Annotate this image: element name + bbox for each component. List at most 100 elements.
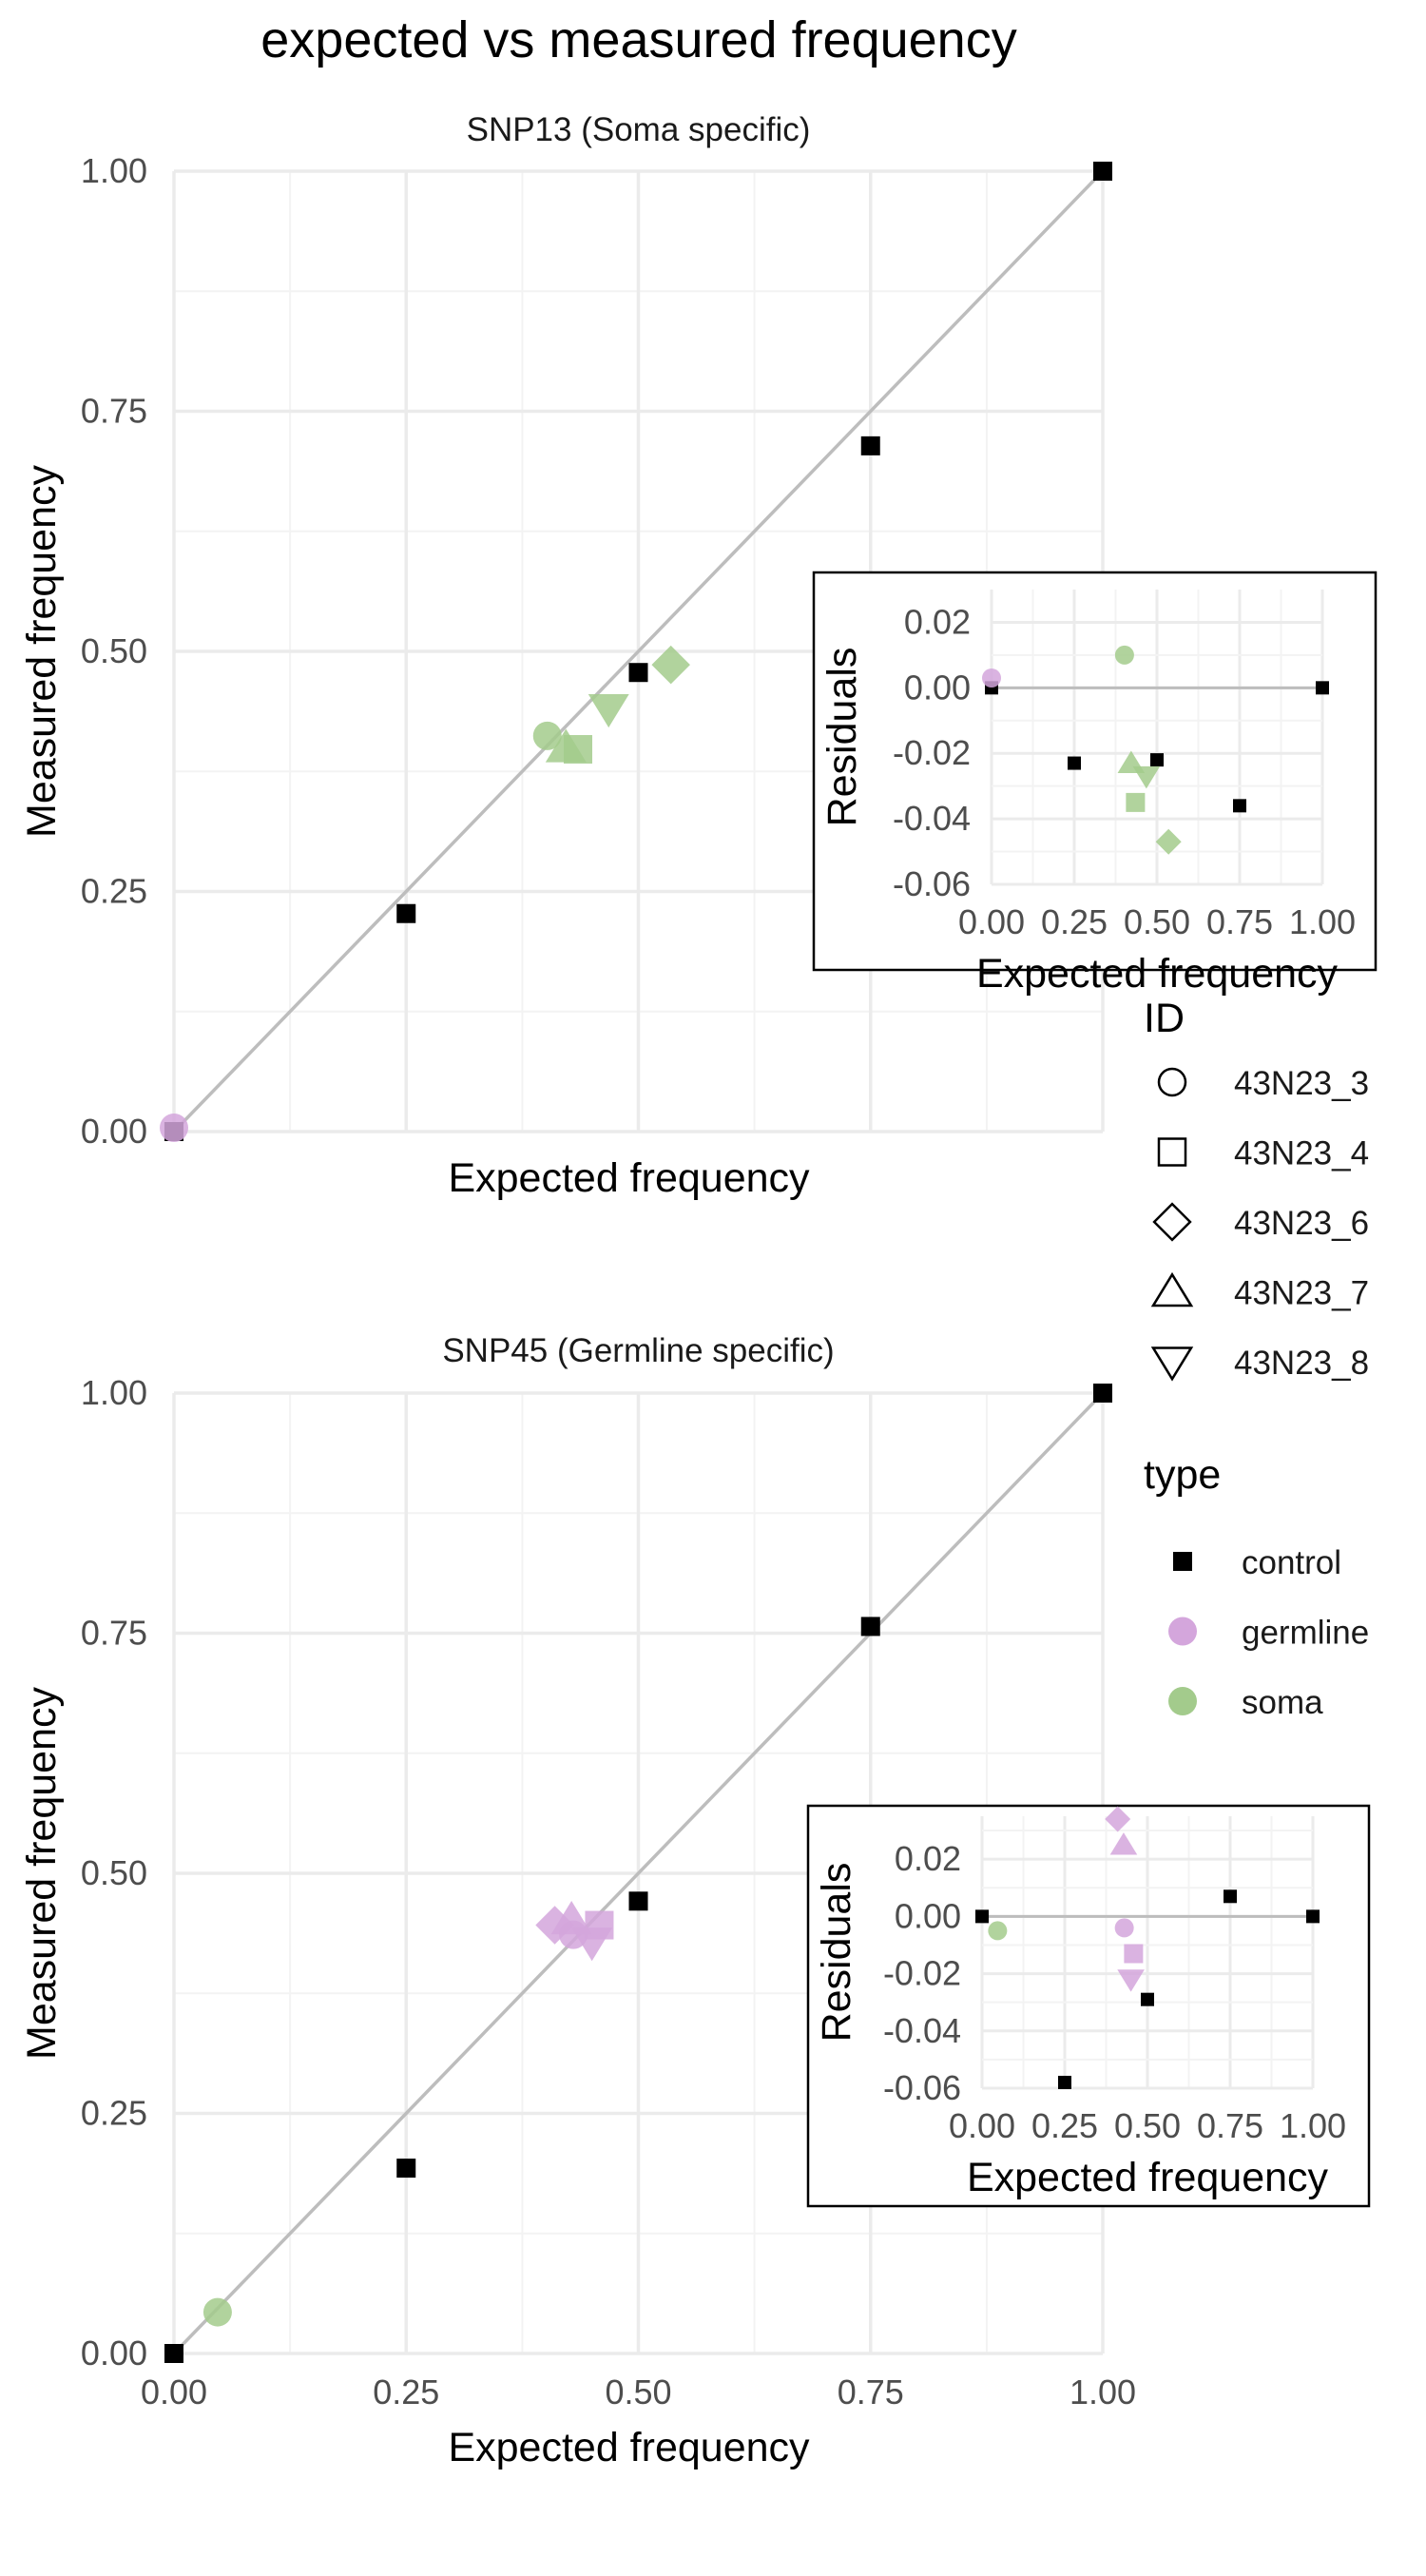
data-point-control: [628, 663, 648, 683]
x-tick-label: 0.75: [838, 2373, 904, 2411]
legend-type-key: [1168, 1617, 1197, 1646]
facet-label: SNP13 (Soma specific): [467, 111, 811, 148]
data-point-soma: [545, 728, 587, 763]
data-point-soma: [202, 2297, 232, 2327]
inset-point-germline: [1114, 1918, 1134, 1938]
y-axis-label: Measured frequency: [19, 465, 65, 838]
legend-id-label: 43N23_7: [1234, 1275, 1369, 1312]
inset-y-tick-label: -0.02: [883, 1954, 961, 1993]
x-axis-label: Expected frequency: [448, 1155, 810, 1201]
inset-point-control: [1306, 1909, 1320, 1924]
x-tick-label: 0.00: [141, 2373, 207, 2411]
legend-id-title: ID: [1144, 996, 1185, 1041]
data-point-control: [396, 903, 416, 923]
inset-y-tick-label: -0.04: [883, 2011, 961, 2050]
legend-type-label: soma: [1242, 1684, 1323, 1721]
data-point-germline: [160, 1113, 188, 1142]
y-tick-label: 0.50: [81, 631, 147, 670]
inset-point-soma: [1126, 792, 1146, 812]
inset-x-tick-label: 0.00: [958, 902, 1025, 941]
inset-point-control: [1058, 2075, 1071, 2089]
legend-id-items: 43N23_3 43N23_4 43N23_6 43N23_7 43N23_8: [1150, 1065, 1369, 1382]
grid: [172, 1391, 1105, 2355]
inset-x-tick-label: 1.00: [1280, 2106, 1346, 2145]
x-tick-label: 1.00: [1070, 2373, 1136, 2411]
legend-type-label: control: [1242, 1544, 1341, 1581]
legend-id-key-circle: [1157, 1067, 1187, 1097]
inset-point-germline: [1117, 1969, 1145, 1992]
data-point-control: [628, 1891, 648, 1911]
inset-y-tick-label: 0.02: [904, 602, 971, 641]
y-tick-label: 0.75: [81, 1614, 147, 1653]
y-tick-label: 0.25: [81, 872, 147, 911]
inset-point-control: [1150, 753, 1164, 767]
inset-y-tick-label: -0.04: [893, 799, 971, 838]
inset-x-axis-label: Expected frequency: [976, 951, 1339, 997]
inset-residuals: 0.020.00-0.02-0.04-0.060.00 0.25 0.50 0.75 1…: [806, 1804, 1371, 2208]
points: [160, 162, 1112, 1142]
legend-id-label: 43N23_8: [1234, 1345, 1369, 1382]
inset-point-soma: [1114, 645, 1134, 665]
inset-x-tick-label: 0.25: [1041, 902, 1108, 941]
legend-id-key-diamond: [1152, 1202, 1192, 1242]
legend: ID 43N23_3 43N23_4 43N23_6 43N23_7 43N23_8 t…: [1144, 996, 1369, 1721]
inset-x-tick-label: 0.75: [1206, 902, 1273, 941]
x-axis-label: Expected frequency: [448, 2425, 810, 2470]
inset-point-germline: [1105, 1806, 1131, 1832]
legend-id-item: 43N23_8: [1150, 1345, 1369, 1382]
y-tick-label: 0.00: [81, 1112, 147, 1151]
inset-y-tick-label: -0.02: [893, 733, 971, 772]
inset-point-control: [975, 1909, 989, 1924]
data-point-germline: [550, 1900, 592, 1935]
legend-id-key-triangle-down: [1150, 1346, 1194, 1382]
inset-point-soma: [988, 1921, 1008, 1941]
y-tick-label: 0.75: [81, 392, 147, 431]
legend-id-key-square: [1157, 1137, 1187, 1167]
legend-id-item: 43N23_6: [1152, 1202, 1369, 1242]
y-tick-label: 1.00: [81, 151, 147, 190]
data-point-control: [1093, 162, 1112, 181]
inset-x-tick-label: 0.00: [949, 2106, 1015, 2145]
inset-y-tick-label: -0.06: [883, 2068, 961, 2107]
legend-id-item: 43N23_3: [1157, 1065, 1369, 1102]
data-point-control: [1093, 1384, 1112, 1403]
legend-type-title: type: [1144, 1452, 1221, 1498]
inset-x-tick-label: 0.75: [1197, 2106, 1263, 2145]
panel-2: SNP45 (Germline specific) 0.00 0.25 0.50 0.7…: [19, 1332, 1371, 2470]
legend-type-items: control germline soma: [1168, 1544, 1369, 1721]
inset-point-control: [1068, 756, 1081, 770]
inset-y-tick-label: 0.02: [895, 1839, 961, 1878]
data-point-germline: [571, 1927, 613, 1962]
facet-label: SNP45 (Germline specific): [442, 1332, 834, 1369]
inset-point-soma: [1155, 828, 1182, 855]
identity-line: [172, 169, 1105, 1133]
inset-y-tick-label: 0.00: [904, 668, 971, 707]
inset-point-soma: [1132, 765, 1161, 789]
data-point-soma: [532, 721, 562, 750]
points: [164, 1384, 1112, 2363]
inset-y-tick-label: 0.00: [895, 1896, 961, 1935]
inset-point-germline: [982, 668, 1001, 688]
y-tick-label: 0.00: [81, 2334, 147, 2373]
legend-type-key: [1168, 1687, 1197, 1715]
inset-point-control: [1141, 1992, 1154, 2006]
inset-point-control: [1233, 799, 1246, 813]
inset-x-tick-label: 0.25: [1031, 2106, 1098, 2145]
panels: SNP13 (Soma specific) 0.00 0.25 0.50 0.75 1.0…: [19, 111, 1378, 2470]
inset-y-axis-label: Residuals: [814, 1863, 859, 2043]
legend-type-key: [1173, 1552, 1192, 1571]
data-point-control: [164, 2344, 183, 2363]
inset-point-control: [1224, 1889, 1237, 1904]
legend-id-item: 43N23_7: [1150, 1271, 1369, 1312]
identity-line: [172, 1391, 1105, 2355]
legend-id-label: 43N23_4: [1234, 1135, 1369, 1172]
y-tick-label: 0.25: [81, 2094, 147, 2133]
legend-id-label: 43N23_3: [1234, 1065, 1369, 1102]
inset-x-tick-label: 1.00: [1289, 902, 1356, 941]
legend-id-label: 43N23_6: [1234, 1205, 1369, 1242]
legend-type-item: germline: [1168, 1615, 1369, 1652]
inset-x-tick-label: 0.50: [1114, 2106, 1181, 2145]
y-tick-label: 1.00: [81, 1373, 147, 1412]
legend-id-item: 43N23_4: [1157, 1135, 1369, 1172]
